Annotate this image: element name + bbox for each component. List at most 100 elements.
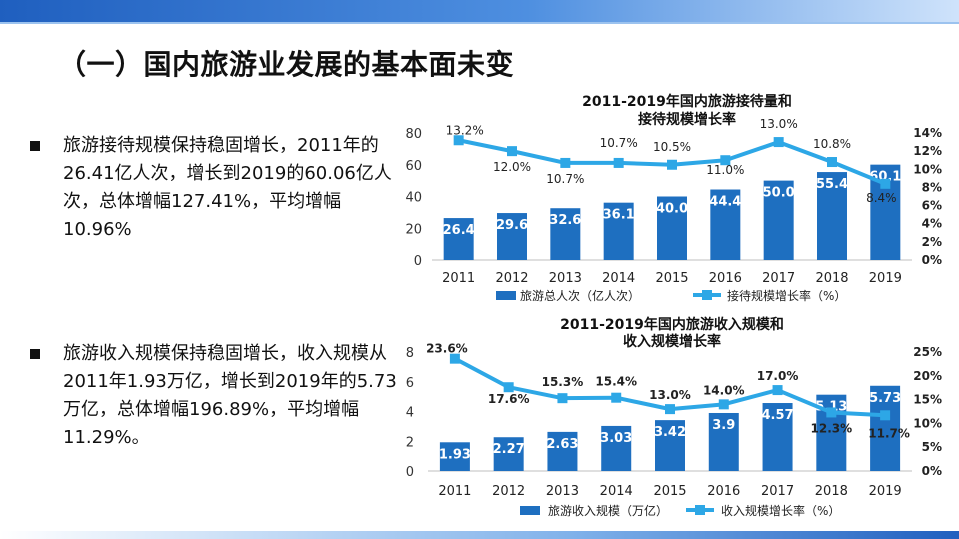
page-title: （一）国内旅游业发展的基本面未变 — [58, 48, 515, 81]
left-tick-label: 4 — [406, 406, 414, 421]
bar-value-label: 44.4 — [709, 195, 741, 210]
bar-value-label: 40.0 — [656, 202, 688, 217]
right-tick-label: 10% — [913, 162, 942, 176]
right-tick-label: 2% — [922, 235, 942, 249]
line-value-label: 13.0% — [649, 388, 691, 402]
bar-value-label: 4.57 — [762, 408, 794, 423]
bar-value-label: 29.6 — [496, 218, 528, 233]
line-point — [880, 410, 891, 421]
left-tick-label: 60 — [405, 159, 422, 174]
bar — [762, 403, 793, 471]
bar — [657, 196, 687, 260]
line-point — [560, 157, 571, 168]
legend-bar-label: 旅游总人次（亿人次） — [520, 288, 640, 303]
right-tick-label: 0% — [922, 464, 942, 478]
left-tick-label: 2 — [406, 435, 414, 450]
line-point — [453, 135, 464, 146]
bar-value-label: 5.73 — [869, 391, 901, 406]
bar-value-label: 50.0 — [763, 186, 795, 201]
bar-value-label: 36.1 — [603, 208, 635, 223]
bullet-square-icon — [30, 141, 40, 151]
right-tick-label: 0% — [922, 253, 942, 267]
bullet-visitors: 旅游接待规模保持稳固增长，2011年的26.41亿人次，增长到2019的60.0… — [30, 132, 400, 244]
category-label: 2014 — [602, 271, 635, 286]
bottom-banner — [0, 531, 959, 539]
bar — [493, 437, 524, 471]
bar — [443, 218, 474, 260]
line-value-label: 15.4% — [595, 375, 637, 389]
category-label: 2019 — [869, 484, 902, 499]
line-point — [449, 353, 460, 364]
bar — [870, 385, 901, 471]
bullet-square-icon — [30, 349, 40, 359]
category-label: 2015 — [653, 484, 686, 499]
line-value-label: 23.6% — [426, 342, 468, 356]
right-tick-label: 25% — [913, 345, 942, 359]
legend-line-label: 接待规模增长率（%） — [727, 288, 846, 303]
chart-title: 收入规模增长率 — [623, 333, 721, 350]
left-tick-label: 0 — [406, 465, 414, 480]
right-tick-label: 8% — [922, 180, 942, 194]
category-label: 2017 — [761, 484, 794, 499]
line-point — [880, 178, 891, 189]
bar — [603, 202, 634, 260]
line-point — [557, 393, 568, 404]
category-label: 2012 — [495, 271, 528, 286]
category-label: 2014 — [600, 484, 633, 499]
top-banner — [0, 0, 959, 22]
line-value-label: 17.6% — [488, 392, 530, 406]
category-label: 2016 — [707, 484, 740, 499]
line-value-label: 10.7% — [546, 172, 584, 186]
bar — [547, 431, 578, 471]
bar — [817, 172, 847, 260]
top-banner-line — [0, 22, 959, 24]
right-tick-label: 10% — [913, 416, 942, 430]
bar — [601, 425, 632, 471]
right-tick-label: 5% — [922, 440, 942, 454]
line-value-label: 8.4% — [866, 191, 897, 205]
line-value-label: 15.3% — [542, 375, 584, 389]
legend-line-marker — [702, 290, 712, 300]
chart-title: 2011-2019年国内旅游收入规模和 — [560, 316, 784, 333]
line-value-label: 10.8% — [813, 137, 851, 151]
line-point — [507, 146, 517, 157]
line-value-label: 12.3% — [811, 421, 853, 435]
right-tick-label: 20% — [913, 369, 942, 383]
line-point — [503, 382, 514, 393]
category-label: 2013 — [549, 271, 582, 286]
left-tick-label: 0 — [414, 254, 422, 269]
bar — [763, 180, 794, 260]
chart-title: 接待规模增长率 — [638, 111, 736, 128]
line-point — [718, 399, 729, 410]
bar — [710, 189, 741, 260]
left-tick-label: 20 — [405, 222, 422, 237]
category-label: 2013 — [546, 484, 579, 499]
bar-value-label: 2.63 — [546, 437, 578, 452]
line-point — [826, 407, 837, 418]
right-tick-label: 6% — [922, 199, 942, 213]
legend-line-label: 收入规模增长率（%） — [721, 503, 840, 518]
line-point — [827, 157, 837, 168]
legend-line-marker — [695, 505, 705, 515]
legend-bar-swatch — [520, 506, 540, 515]
category-label: 2017 — [762, 271, 795, 286]
line-value-label: 13.2% — [446, 123, 484, 137]
left-tick-label: 80 — [405, 127, 422, 142]
line-point — [772, 385, 783, 396]
category-label: 2011 — [442, 271, 475, 286]
bar-value-label: 3.9 — [712, 418, 735, 433]
line-point — [665, 404, 675, 415]
line-value-label: 11.7% — [868, 426, 910, 440]
bar — [439, 442, 470, 471]
category-label: 2018 — [815, 484, 848, 499]
right-tick-label: 14% — [913, 126, 942, 140]
bar-value-label: 26.4 — [443, 223, 475, 238]
bullet-text: 旅游收入规模保持稳固增长，收入规模从2011年1.93万亿，增长到2019年的5… — [63, 343, 397, 448]
bar-value-label: 2.27 — [493, 442, 525, 457]
line-value-label: 12.0% — [493, 160, 531, 174]
line-point — [773, 137, 784, 148]
line-point — [667, 159, 677, 170]
